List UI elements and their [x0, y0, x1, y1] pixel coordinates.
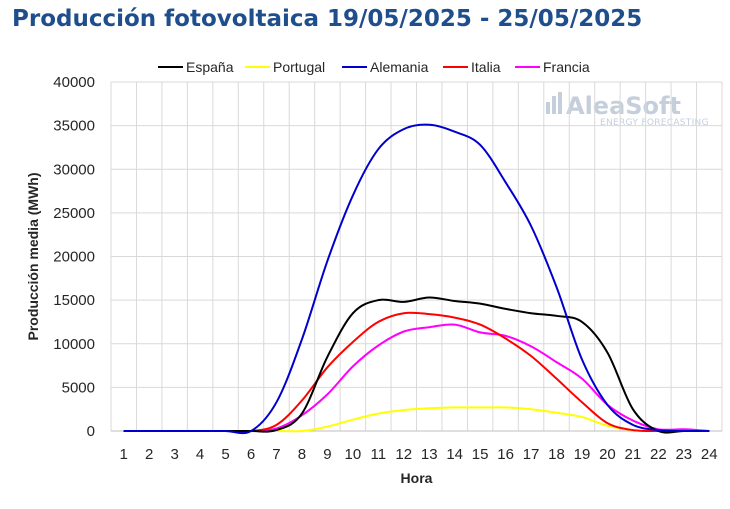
- grid: [110, 81, 723, 432]
- legend-label-alemania: Alemania: [370, 59, 429, 75]
- y-tick-label: 10000: [53, 336, 95, 353]
- x-tick-label: 8: [298, 446, 306, 463]
- legend-label-espana: España: [186, 59, 234, 75]
- axes: 0 5000 10000 15000 20000 25000 30000 35000 40000…: [53, 74, 722, 463]
- x-tick-label: 19: [574, 446, 591, 463]
- y-tick-label: 25000: [53, 205, 95, 222]
- legend: España Portugal Alemania Italia Francia: [158, 59, 590, 75]
- x-tick-label: 10: [345, 446, 362, 463]
- y-tick-label: 40000: [53, 74, 95, 91]
- x-tick-label: 14: [446, 446, 463, 463]
- x-tick-label: 5: [221, 446, 229, 463]
- watermark-brand: AleaSoft: [566, 92, 681, 120]
- y-axis-title: Producción media (MWh): [25, 173, 41, 341]
- x-tick-label: 21: [625, 446, 642, 463]
- legend-label-portugal: Portugal: [273, 59, 325, 75]
- x-tick-label: 13: [421, 446, 438, 463]
- x-tick-label: 18: [548, 446, 565, 463]
- page-title: Producción fotovoltaica 19/05/2025 - 25/…: [12, 6, 643, 32]
- x-tick-label: 3: [170, 446, 178, 463]
- x-tick-label: 6: [247, 446, 255, 463]
- x-tick-label: 11: [371, 446, 387, 463]
- series-lines: [123, 123, 710, 435]
- x-tick-label: 1: [120, 446, 128, 463]
- series-line-alemania: [123, 123, 710, 435]
- x-tick-label: 9: [323, 446, 331, 463]
- legend-label-francia: Francia: [543, 59, 590, 75]
- aleasoft-watermark: AleaSoft ENERGY FORECASTING: [546, 92, 709, 128]
- x-tick-label: 15: [472, 446, 489, 463]
- x-tick-label: 20: [599, 446, 616, 463]
- x-tick-label: 17: [523, 446, 540, 463]
- y-tick-label: 30000: [53, 161, 95, 178]
- x-axis-title: Hora: [401, 470, 433, 486]
- x-tick-label: 24: [701, 446, 718, 463]
- y-tick-label: 0: [87, 423, 95, 440]
- y-tick-label: 5000: [62, 379, 95, 396]
- x-tick-label: 12: [395, 446, 412, 463]
- watermark-tagline: ENERGY FORECASTING: [600, 118, 709, 128]
- x-tick-label: 7: [272, 446, 280, 463]
- x-tick-label: 4: [196, 446, 204, 463]
- y-tick-label: 20000: [53, 249, 95, 266]
- y-tick-label: 35000: [53, 118, 95, 135]
- x-tick-label: 16: [497, 446, 514, 463]
- legend-label-italia: Italia: [471, 59, 501, 75]
- x-tick-label: 22: [650, 446, 667, 463]
- x-tick-label: 23: [675, 446, 692, 463]
- x-tick-label: 2: [145, 446, 153, 463]
- y-tick-label: 15000: [53, 292, 95, 309]
- aleasoft-logo-icon: [546, 92, 562, 114]
